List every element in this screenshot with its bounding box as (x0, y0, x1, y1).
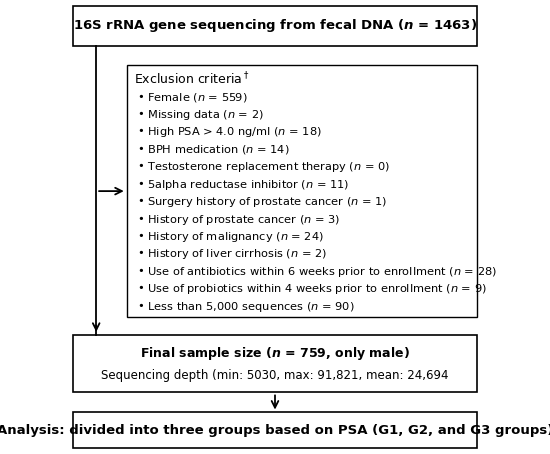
Text: Final sample size ($\bfit{n}$ = 759, only male): Final sample size ($\bfit{n}$ = 759, onl… (140, 345, 410, 362)
Text: • Less than 5,000 sequences ($\it{n}$ = 90): • Less than 5,000 sequences ($\it{n}$ = … (138, 300, 355, 314)
Text: Analysis: divided into three groups based on PSA (G1, G2, and G3 groups): Analysis: divided into three groups base… (0, 424, 550, 437)
Text: • 5alpha reductase inhibitor ($\it{n}$ = 11): • 5alpha reductase inhibitor ($\it{n}$ =… (138, 178, 349, 192)
Text: 16S rRNA gene sequencing from fecal DNA ($\bfit{n}$ = 1463): 16S rRNA gene sequencing from fecal DNA … (73, 17, 477, 34)
Text: • History of malignancy ($\it{n}$ = 24): • History of malignancy ($\it{n}$ = 24) (138, 230, 324, 244)
Text: Sequencing depth (min: 5030, max: 91,821, mean: 24,694: Sequencing depth (min: 5030, max: 91,821… (101, 369, 449, 382)
Text: • BPH medication ($\it{n}$ = 14): • BPH medication ($\it{n}$ = 14) (138, 143, 290, 156)
Text: • Testosterone replacement therapy ($\it{n}$ = 0): • Testosterone replacement therapy ($\it… (138, 160, 390, 174)
Text: • High PSA > 4.0 ng/ml ($\it{n}$ = 18): • High PSA > 4.0 ng/ml ($\it{n}$ = 18) (138, 125, 322, 139)
Bar (73, 6, 477, 45)
Bar (73, 412, 477, 448)
Text: • Use of probiotics within 4 weeks prior to enrollment ($\it{n}$ = 9): • Use of probiotics within 4 weeks prior… (138, 282, 487, 296)
Text: • Use of antibiotics within 6 weeks prior to enrollment ($\it{n}$ = 28): • Use of antibiotics within 6 weeks prio… (138, 265, 497, 279)
Text: • History of prostate cancer ($\it{n}$ = 3): • History of prostate cancer ($\it{n}$ =… (138, 212, 340, 227)
Text: • Female ($\it{n}$ = 559): • Female ($\it{n}$ = 559) (138, 91, 248, 104)
Bar (126, 65, 477, 317)
Bar (73, 335, 477, 393)
Text: Exclusion criteria$^\dagger$: Exclusion criteria$^\dagger$ (134, 71, 250, 88)
Text: • Surgery history of prostate cancer ($\it{n}$ = 1): • Surgery history of prostate cancer ($\… (138, 195, 388, 209)
Text: • Missing data ($\it{n}$ = 2): • Missing data ($\it{n}$ = 2) (138, 108, 264, 122)
Text: • History of liver cirrhosis ($\it{n}$ = 2): • History of liver cirrhosis ($\it{n}$ =… (138, 247, 327, 262)
